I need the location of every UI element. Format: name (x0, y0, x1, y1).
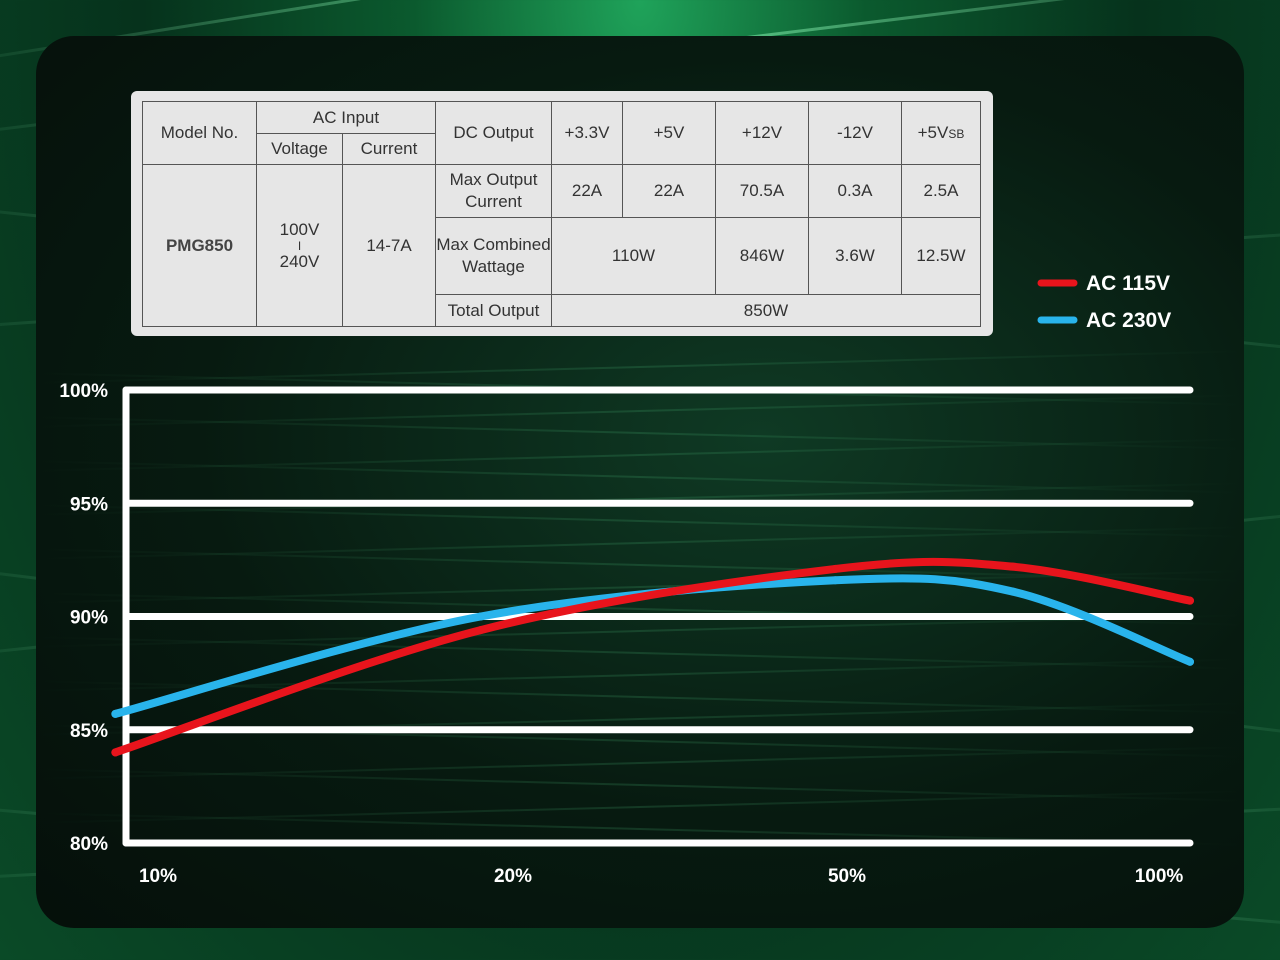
model-name: PMG850 (142, 164, 257, 327)
combined-neg12v: 3.6W (808, 217, 902, 295)
data-point (476, 612, 485, 621)
combined-5vsb: 12.5W (901, 217, 981, 295)
max-output-3v3: 22A (551, 164, 623, 218)
header-model-no: Model No. (142, 101, 257, 165)
x-tick-label: 20% (494, 866, 532, 887)
max-output-neg12v: 0.3A (808, 164, 902, 218)
rail-5vsb-label: +5V (917, 122, 949, 142)
data-point (831, 564, 840, 573)
series-line-ac-230v (111, 574, 1194, 718)
series-line-ac-115v (111, 557, 1194, 757)
voltage-separator: I (297, 238, 302, 253)
max-output-label: Max Output Current (435, 164, 552, 218)
voltage-range: 100V I 240V (256, 164, 343, 327)
x-tick-label: 50% (828, 866, 866, 887)
data-point (1186, 596, 1194, 605)
y-tick-label: 90% (70, 608, 108, 629)
header-rail-neg12v: -12V (808, 101, 902, 165)
x-tick-label: 100% (1135, 866, 1184, 887)
header-voltage: Voltage (256, 133, 343, 165)
current-value: 14-7A (342, 164, 436, 327)
voltage-bottom: 240V (279, 251, 320, 271)
data-point (111, 748, 120, 757)
legend-label: AC 230V (1086, 309, 1171, 332)
max-combined-label: Max Combined Wattage (435, 217, 552, 295)
combined-12v: 846W (715, 217, 809, 295)
header-current: Current (342, 133, 436, 165)
max-output-5vsb: 2.5A (901, 164, 981, 218)
voltage-top: 100V (279, 219, 320, 239)
x-tick-label: 10% (139, 866, 177, 887)
data-point (476, 626, 485, 635)
y-tick-label: 85% (70, 721, 108, 742)
data-point (831, 576, 840, 585)
total-output-label: Total Output (435, 294, 552, 327)
max-output-5v: 22A (622, 164, 716, 218)
spec-table-card: Model No. AC Input DC Output +3.3V +5V +… (131, 91, 993, 336)
total-output-value: 850W (551, 294, 981, 327)
y-tick-label: 80% (70, 834, 108, 855)
header-rail-12v: +12V (715, 101, 809, 165)
rail-sb-suffix: SB (948, 126, 965, 141)
header-dc-output: DC Output (435, 101, 552, 165)
header-rail-5vsb: +5VSB (901, 101, 981, 165)
legend-label: AC 115V (1086, 272, 1170, 295)
spec-table: Model No. AC Input DC Output +3.3V +5V +… (142, 101, 981, 327)
y-tick-label: 95% (70, 494, 108, 515)
data-point (1186, 657, 1194, 666)
data-point (111, 709, 120, 718)
y-tick-label: 100% (59, 381, 108, 402)
data-point (1008, 562, 1017, 571)
data-point (1008, 587, 1017, 596)
